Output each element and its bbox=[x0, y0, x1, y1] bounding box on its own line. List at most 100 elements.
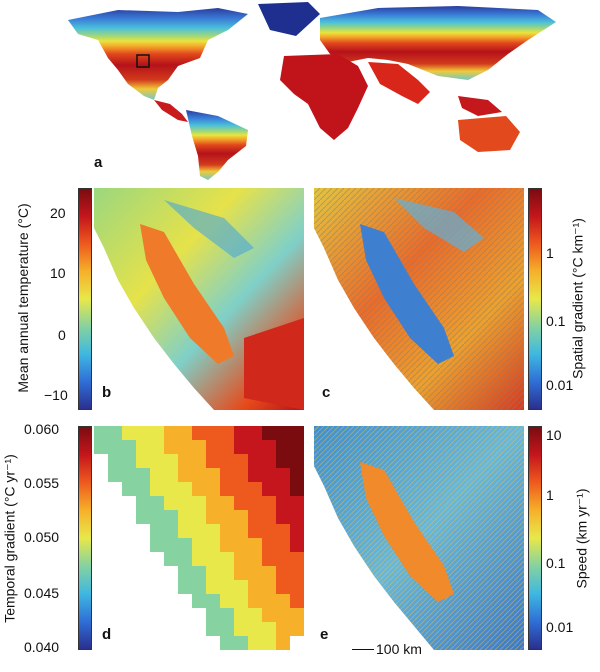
grid-cell bbox=[290, 608, 304, 622]
grid-cell bbox=[178, 566, 192, 580]
grid-cell bbox=[164, 482, 178, 496]
grid-cell bbox=[178, 454, 192, 468]
grid-cell bbox=[108, 440, 122, 454]
grid-cell bbox=[220, 482, 234, 496]
panel-label-e: e bbox=[320, 626, 329, 643]
grid-cell bbox=[220, 538, 234, 552]
scale-bar-line bbox=[352, 649, 374, 650]
grid-cell bbox=[262, 482, 276, 496]
temperature-tick-0: 0 bbox=[58, 327, 66, 343]
grid-cell bbox=[276, 580, 290, 594]
grid-cell bbox=[192, 552, 206, 566]
central-valley bbox=[140, 224, 234, 364]
grid-cell bbox=[94, 426, 108, 440]
grid-cell bbox=[206, 496, 220, 510]
grid-cell bbox=[248, 552, 262, 566]
grid-cell bbox=[192, 426, 206, 440]
grid-cell bbox=[276, 440, 290, 454]
north-america bbox=[68, 8, 248, 100]
grid-cell bbox=[248, 482, 262, 496]
grid-cell bbox=[150, 426, 164, 440]
grid-cell bbox=[192, 566, 206, 580]
grid-cell bbox=[234, 524, 248, 538]
grid-cell bbox=[136, 468, 150, 482]
grid-cell bbox=[206, 608, 220, 622]
grid-cell bbox=[234, 608, 248, 622]
grid-cell bbox=[164, 510, 178, 524]
grid-cell bbox=[234, 622, 248, 636]
grid-cell bbox=[220, 594, 234, 608]
grid-cell bbox=[192, 496, 206, 510]
grid-cell bbox=[262, 566, 276, 580]
grid-cell bbox=[206, 538, 220, 552]
grid-cell bbox=[262, 594, 276, 608]
grid-cell bbox=[108, 426, 122, 440]
grid-cell bbox=[192, 538, 206, 552]
grid-cell bbox=[234, 440, 248, 454]
grid-cell bbox=[290, 524, 304, 538]
grid-cell bbox=[290, 496, 304, 510]
grid-cell bbox=[122, 440, 136, 454]
grid-cell bbox=[220, 496, 234, 510]
grid-cell bbox=[206, 468, 220, 482]
grid-cell bbox=[276, 608, 290, 622]
grid-cell bbox=[150, 510, 164, 524]
grid-cell bbox=[206, 426, 220, 440]
temporal-axis-title: Temporal gradient (°C yr⁻¹) bbox=[1, 454, 18, 623]
grid-cell bbox=[150, 482, 164, 496]
grid-cell bbox=[276, 524, 290, 538]
grid-cell bbox=[248, 426, 262, 440]
grid-cell bbox=[206, 622, 220, 636]
grid-cell bbox=[262, 636, 276, 650]
grid-cell bbox=[276, 454, 290, 468]
grid-cell bbox=[290, 440, 304, 454]
california-temporal-gradient-grid bbox=[94, 426, 304, 650]
grid-cell bbox=[276, 468, 290, 482]
grid-cell bbox=[220, 608, 234, 622]
scale-bar-label: 100 km bbox=[376, 641, 422, 657]
grid-cell bbox=[262, 468, 276, 482]
temperature-colorbar bbox=[78, 188, 92, 410]
grid-cell bbox=[262, 622, 276, 636]
grid-cell bbox=[248, 566, 262, 580]
grid-cell bbox=[234, 566, 248, 580]
world-temperature-map bbox=[68, 2, 556, 180]
africa bbox=[280, 54, 368, 140]
grid-cell bbox=[290, 468, 304, 482]
grid-cell bbox=[248, 454, 262, 468]
grid-cell bbox=[150, 454, 164, 468]
temporal-tick-0-055: 0.055 bbox=[24, 475, 60, 491]
grid-cell bbox=[206, 524, 220, 538]
grid-cell bbox=[150, 538, 164, 552]
spatial-axis-title: Spatial gradient (°C km⁻¹) bbox=[569, 218, 586, 379]
california-spatial-gradient-map bbox=[314, 188, 524, 410]
spatial-tick-0-01: 0.01 bbox=[546, 377, 574, 393]
grid-cell bbox=[262, 510, 276, 524]
panel-c: c bbox=[314, 188, 524, 410]
central-valley-high-speed bbox=[360, 462, 454, 602]
grid-cell bbox=[178, 580, 192, 594]
grid-cell bbox=[220, 524, 234, 538]
grid-cell bbox=[178, 496, 192, 510]
grid-cell bbox=[192, 440, 206, 454]
grid-cell bbox=[234, 454, 248, 468]
grid-cell bbox=[276, 594, 290, 608]
grid-cell bbox=[164, 468, 178, 482]
grid-cell bbox=[192, 482, 206, 496]
grid-cell bbox=[178, 482, 192, 496]
grid-cell bbox=[248, 622, 262, 636]
grid-cell bbox=[108, 454, 122, 468]
grid-cell bbox=[290, 580, 304, 594]
grid-cell bbox=[234, 594, 248, 608]
grid-cell bbox=[220, 454, 234, 468]
grid-cell bbox=[164, 524, 178, 538]
grid-cell bbox=[164, 496, 178, 510]
grid-cell bbox=[262, 440, 276, 454]
grid-cell bbox=[276, 510, 290, 524]
grid-cell bbox=[122, 454, 136, 468]
grid-cell bbox=[178, 538, 192, 552]
panel-label-c: c bbox=[322, 384, 331, 401]
grid-cell bbox=[276, 482, 290, 496]
grid-cell bbox=[192, 510, 206, 524]
grid-cell bbox=[150, 524, 164, 538]
